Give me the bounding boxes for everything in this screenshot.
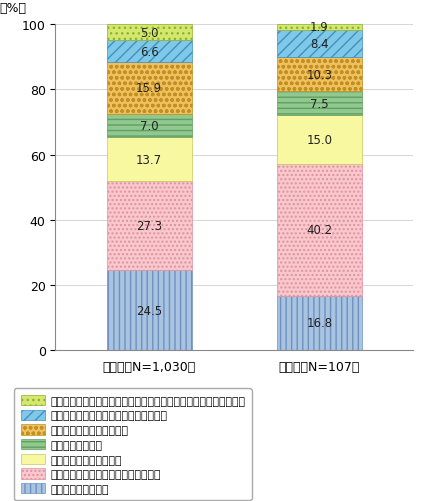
Bar — [106, 137, 192, 182]
Legend: データ提供に対するインセンティブ付与（サービス等のメリット）, データを取り扱う組織・企業の概要説明, データの種類、項目の明示, データの利用目的, 適切なデ: データ提供に対するインセンティブ付与（サービス等のメリット）, データを取り扱う… — [14, 389, 251, 500]
Text: 1.9: 1.9 — [310, 22, 329, 34]
Bar — [277, 116, 362, 165]
Text: 5.0: 5.0 — [140, 27, 158, 40]
Text: 24.5: 24.5 — [136, 304, 162, 317]
Text: 27.3: 27.3 — [136, 220, 162, 233]
Bar — [106, 63, 192, 115]
Text: 13.7: 13.7 — [136, 153, 162, 166]
Text: 10.3: 10.3 — [306, 69, 333, 82]
Bar — [277, 92, 362, 116]
Text: 15.0: 15.0 — [306, 134, 333, 147]
Text: 7.0: 7.0 — [140, 120, 158, 132]
Text: 40.2: 40.2 — [306, 224, 333, 237]
Bar — [277, 165, 362, 296]
Text: 15.9: 15.9 — [136, 82, 162, 95]
Bar — [277, 31, 362, 58]
Text: 6.6: 6.6 — [140, 46, 158, 59]
Bar — [277, 25, 362, 31]
Text: 16.8: 16.8 — [306, 317, 333, 330]
Bar — [106, 271, 192, 351]
Bar — [106, 115, 192, 137]
Text: 8.4: 8.4 — [310, 38, 329, 51]
Bar — [277, 58, 362, 92]
Y-axis label: （%）: （%） — [0, 3, 26, 15]
Bar — [106, 25, 192, 42]
Bar — [106, 182, 192, 271]
Text: 7.5: 7.5 — [310, 98, 329, 111]
Bar — [106, 42, 192, 63]
Bar — [277, 296, 362, 351]
